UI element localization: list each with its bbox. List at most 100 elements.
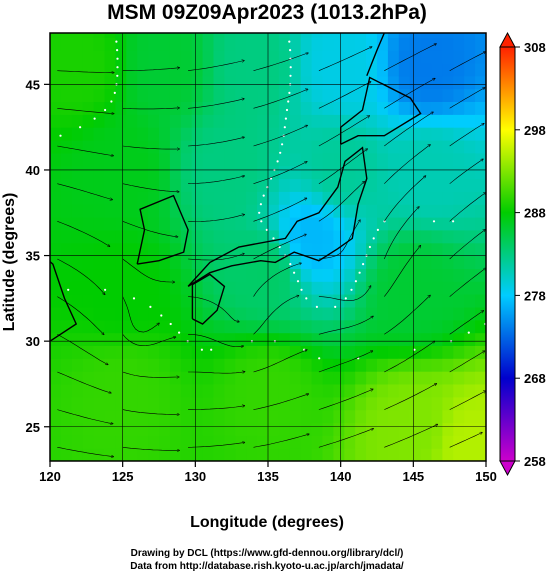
field-cell: [115, 422, 127, 436]
field-cell: [355, 33, 367, 38]
field-cell: [224, 37, 236, 51]
field-cell: [191, 33, 204, 38]
field-cell: [148, 37, 160, 51]
field-cell: [246, 217, 258, 231]
field-cell: [398, 75, 411, 90]
field-cell: [126, 191, 138, 205]
field-cell: [180, 191, 193, 205]
field-cell: [387, 33, 400, 38]
field-cell: [93, 384, 106, 398]
field-cell: [50, 50, 62, 64]
field-cell: [475, 191, 486, 205]
field-cell: [398, 114, 411, 128]
field-cell: [60, 191, 73, 205]
field-cell: [366, 217, 378, 231]
field-cell: [300, 319, 313, 334]
field-cell: [93, 345, 106, 359]
field-cell: [235, 101, 247, 115]
field-cell: [311, 101, 324, 115]
field-cell: [104, 435, 116, 449]
field-cell: [71, 63, 84, 77]
field-cell: [137, 75, 149, 90]
field-cell: [289, 371, 302, 385]
field-cell: [115, 255, 127, 269]
field-cell: [420, 165, 433, 180]
field-cell: [387, 384, 400, 398]
field-cell: [137, 371, 149, 385]
field-cell: [355, 448, 367, 461]
field-cell: [137, 191, 149, 205]
field-cell: [148, 448, 160, 461]
field-cell: [311, 448, 324, 461]
field-cell: [366, 319, 378, 334]
field-cell: [475, 178, 486, 192]
field-cell: [104, 345, 116, 359]
field-cell: [453, 345, 465, 359]
field-cell: [202, 396, 215, 411]
field-cell: [322, 422, 334, 436]
field-cell: [115, 384, 127, 398]
field-cell: [104, 358, 116, 372]
field-cell: [431, 114, 443, 128]
field-cell: [420, 33, 433, 38]
field-cell: [322, 268, 334, 282]
field-cell: [442, 165, 454, 180]
field-cell: [475, 371, 486, 385]
field-cell: [60, 306, 73, 321]
streamline: [253, 162, 307, 184]
field-cell: [431, 448, 443, 461]
field-cell: [50, 306, 62, 321]
field-cell: [333, 384, 345, 398]
streamline: [384, 246, 420, 297]
field-cell: [355, 242, 367, 257]
field-cell: [126, 371, 138, 385]
x-tick-label: 145: [402, 469, 424, 484]
field-cell: [137, 127, 149, 141]
field-cell: [60, 255, 73, 269]
field-cell: [442, 435, 454, 449]
field-cell: [387, 191, 400, 205]
field-cell: [82, 255, 95, 269]
field-cell: [93, 165, 106, 180]
colorbar-tick-label: 258: [524, 454, 546, 469]
field-cell: [442, 332, 454, 346]
field-cell: [387, 217, 400, 231]
field-cell: [148, 217, 160, 231]
streamline: [57, 296, 104, 335]
field-cell: [289, 294, 302, 308]
field-cell: [344, 435, 356, 449]
field-cell: [333, 306, 345, 321]
field-cell: [82, 50, 95, 64]
contour-point: [372, 237, 375, 240]
field-cell: [202, 63, 215, 77]
chart-title: MSM 09Z09Apr2023 (1013.2hPa): [107, 1, 427, 24]
x-axis-ticks: 120 125 130 135 140 145 150: [39, 461, 497, 484]
streamline: [449, 268, 486, 297]
field-cell: [268, 33, 280, 38]
field-cell: [344, 37, 356, 51]
field-cell: [104, 114, 116, 128]
field-cell: [355, 178, 367, 192]
field-cell: [180, 345, 193, 359]
field-cell: [300, 75, 313, 90]
field-cell: [333, 33, 345, 38]
contour-point: [272, 237, 275, 240]
field-cell: [137, 165, 149, 180]
field-cell: [257, 371, 269, 385]
field-cell: [278, 127, 291, 141]
field-cell: [333, 242, 345, 257]
field-cell: [289, 33, 302, 38]
contour-point: [296, 280, 300, 283]
field-cell: [246, 88, 258, 102]
field-cell: [278, 371, 291, 385]
field-cell: [475, 63, 486, 77]
field-cell: [268, 204, 280, 218]
field-cell: [202, 178, 215, 192]
field-cell: [191, 435, 204, 449]
field-cell: [409, 435, 422, 449]
field-cell: [300, 140, 313, 154]
field-cell: [278, 50, 291, 64]
field-cell: [278, 281, 291, 295]
field-cell: [475, 114, 486, 128]
field-cell: [82, 306, 95, 321]
